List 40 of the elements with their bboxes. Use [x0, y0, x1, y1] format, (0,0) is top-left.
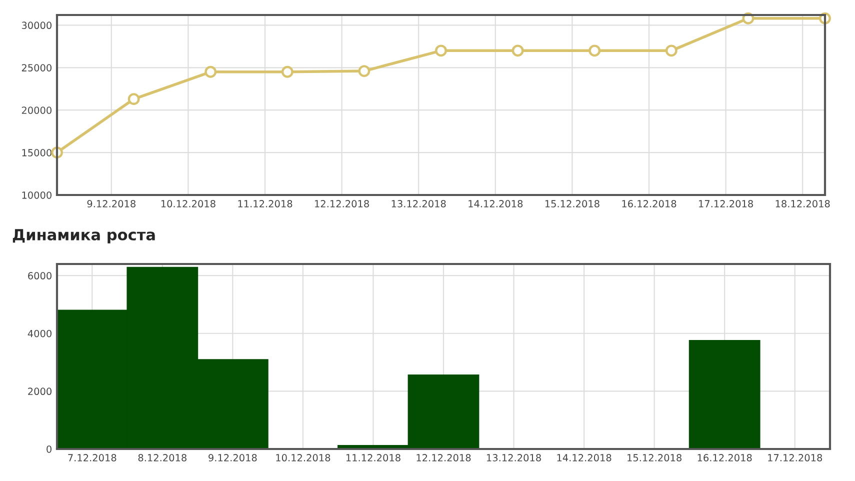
x-tick-label: 16.12.2018 [622, 200, 676, 208]
x-tick-label: 18.12.2018 [776, 200, 830, 208]
x-tick-label: 9.12.2018 [87, 200, 136, 208]
x-tick-label: 17.12.2018 [699, 200, 753, 208]
x-tick-label: 8.12.2018 [138, 454, 186, 462]
x-tick-label: 14.12.2018 [468, 200, 523, 208]
point [588, 44, 601, 57]
x-tick-label: 10.12.2018 [161, 200, 216, 208]
y-tick-label: 20000 [22, 106, 52, 114]
x-tick-label: 12.12.2018 [416, 454, 471, 462]
point [204, 66, 217, 78]
y-tick-label: 2000 [28, 388, 52, 396]
point [512, 44, 524, 57]
y-tick-label: 0 [46, 445, 52, 453]
y-tick-label: 30000 [22, 22, 52, 30]
y-tick-label: 4000 [28, 330, 52, 338]
point [358, 65, 370, 78]
x-tick-label: 10.12.2018 [276, 454, 330, 462]
point [281, 66, 294, 78]
point [665, 44, 678, 57]
bar [688, 340, 760, 449]
x-tick-label: 16.12.2018 [698, 454, 752, 462]
point [128, 93, 140, 106]
x-tick-label: 9.12.2018 [208, 454, 257, 462]
x-tick-label: 15.12.2018 [545, 200, 600, 208]
x-tick-label: 13.12.2018 [392, 200, 446, 208]
x-tick-label: 7.12.2018 [68, 454, 116, 462]
y-tick-label: 25000 [22, 64, 52, 72]
x-tick-label: 11.12.2018 [346, 454, 400, 462]
x-tick-label: 17.12.2018 [768, 454, 822, 462]
y-tick-label: 6000 [28, 272, 52, 280]
x-tick-label: 14.12.2018 [557, 454, 612, 462]
x-tick-label: 12.12.2018 [315, 200, 369, 208]
x-tick-label: 15.12.2018 [628, 454, 682, 462]
y-tick-label: 10000 [22, 191, 52, 199]
x-tick-label: 13.12.2018 [487, 454, 541, 462]
chart-title: Динамика роста [12, 229, 155, 244]
y-tick-label: 15000 [22, 149, 52, 156]
x-tick-label: 11.12.2018 [238, 200, 292, 208]
point [435, 44, 447, 57]
